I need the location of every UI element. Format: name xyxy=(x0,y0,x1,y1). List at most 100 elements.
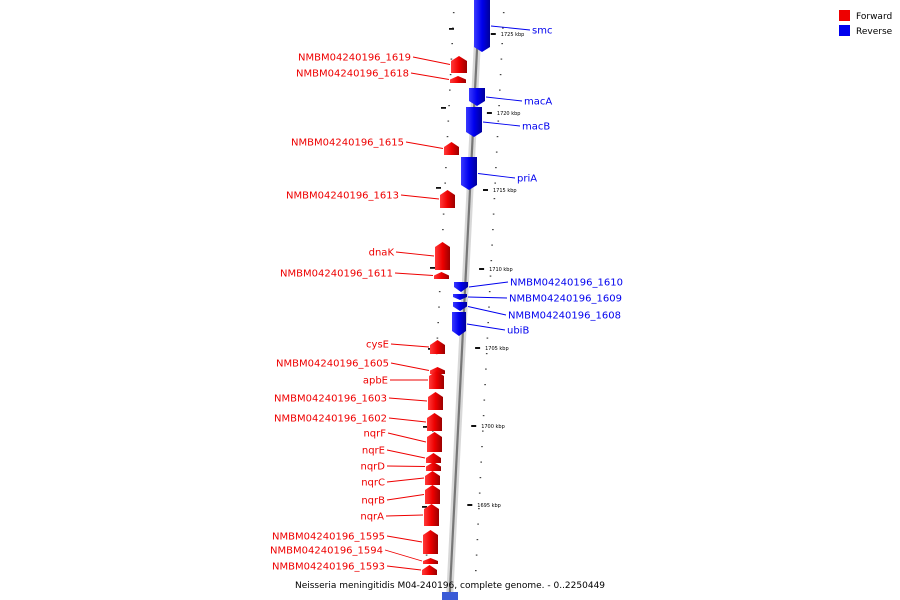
gene-nmbm04240196-1609-label[interactable]: NMBM04240196_1609 xyxy=(509,294,622,305)
gene-features xyxy=(422,0,490,575)
dot-right xyxy=(485,353,488,355)
gene-nmbm04240196-1595-feature[interactable] xyxy=(423,530,438,554)
gene-nmbm04240196-1608-connector xyxy=(467,306,507,316)
dot-left xyxy=(449,74,452,76)
gene-smc-label[interactable]: smc xyxy=(532,26,552,37)
gene-nqrf-connector xyxy=(387,432,427,443)
dot-left xyxy=(442,213,445,215)
gene-macb-feature[interactable] xyxy=(466,107,482,137)
dot-right xyxy=(479,477,482,479)
gene-cyse-connector xyxy=(390,343,430,348)
gene-nqre-feature[interactable] xyxy=(426,453,441,463)
dot-right xyxy=(484,384,486,386)
gene-nmbm04240196-1603-label[interactable]: NMBM04240196_1603 xyxy=(274,394,387,405)
gene-nqrd-label[interactable]: nqrD xyxy=(361,462,386,473)
dot-left xyxy=(448,105,450,107)
gene-cyse-label[interactable]: cysE xyxy=(366,340,389,351)
gene-nmbm04240196-1594-feature[interactable] xyxy=(423,558,438,564)
gene-nmbm04240196-1608-label[interactable]: NMBM04240196_1608 xyxy=(508,311,621,322)
gene-nqrf-label[interactable]: nqrF xyxy=(363,429,386,440)
gene-smc-feature[interactable] xyxy=(474,0,490,52)
legend-forward-label: Forward xyxy=(856,12,892,22)
gene-maca-feature[interactable] xyxy=(469,88,485,106)
gene-nmbm04240196-1613-feature[interactable] xyxy=(440,190,455,208)
gene-ubib-feature[interactable] xyxy=(452,312,466,336)
dot-right xyxy=(489,275,492,277)
gene-nmbm04240196-1610-label[interactable]: NMBM04240196_1610 xyxy=(510,278,623,289)
gene-nmbm04240196-1611-feature[interactable] xyxy=(434,272,449,279)
gene-nmbm04240196-1602-feature[interactable] xyxy=(427,413,442,431)
gene-nmbm04240196-1619-connector xyxy=(412,56,451,65)
dot-right xyxy=(494,182,496,184)
gene-nmbm04240196-1618-feature[interactable] xyxy=(450,76,466,83)
gene-nmbm04240196-1619-feature[interactable] xyxy=(451,56,467,73)
gene-nmbm04240196-1618-label[interactable]: NMBM04240196_1618 xyxy=(296,69,409,80)
gene-nmbm04240196-1593-label[interactable]: NMBM04240196_1593 xyxy=(272,562,385,573)
gene-nmbm04240196-1603-feature[interactable] xyxy=(428,392,443,410)
gene-nmbm04240196-1611-label[interactable]: NMBM04240196_1611 xyxy=(280,269,393,280)
minor-dash xyxy=(430,267,435,269)
dot-left xyxy=(452,12,455,14)
gene-nqra-label[interactable]: nqrA xyxy=(360,512,384,523)
gene-maca-connector xyxy=(485,96,523,102)
gene-cyse-feature[interactable] xyxy=(430,340,445,354)
legend-forward-swatch xyxy=(839,10,850,21)
gene-nmbm04240196-1615-label[interactable]: NMBM04240196_1615 xyxy=(291,138,404,149)
gene-nqra-feature[interactable] xyxy=(424,504,439,526)
scale-tick xyxy=(490,33,496,35)
dot-right xyxy=(502,12,505,14)
gene-dnak-feature[interactable] xyxy=(435,242,450,270)
dot-left xyxy=(450,58,453,60)
gene-nmbm04240196-1605-feature[interactable] xyxy=(430,367,445,374)
gene-macb-label[interactable]: macB xyxy=(522,122,550,133)
gene-nqrb-feature[interactable] xyxy=(425,485,440,504)
gene-apbe-label[interactable]: apbE xyxy=(363,376,388,387)
gene-nmbm04240196-1605-label[interactable]: NMBM04240196_1605 xyxy=(276,359,389,370)
gene-nmbm04240196-1609-feature[interactable] xyxy=(453,294,467,300)
dot-right xyxy=(483,399,486,401)
gene-nmbm04240196-1619-label[interactable]: NMBM04240196_1619 xyxy=(298,53,411,64)
scale-tick-label: 1710 kbp xyxy=(489,267,513,273)
dot-right xyxy=(485,368,487,370)
minor-dash xyxy=(441,107,446,109)
gene-nmbm04240196-1594-label[interactable]: NMBM04240196_1594 xyxy=(270,546,383,557)
gene-nmbm04240196-1613-label[interactable]: NMBM04240196_1613 xyxy=(286,191,399,202)
gene-nqrb-label[interactable]: nqrB xyxy=(361,496,385,507)
gene-nmbm04240196-1602-label[interactable]: NMBM04240196_1602 xyxy=(274,414,387,425)
gene-pria-feature[interactable] xyxy=(461,157,477,190)
dot-right xyxy=(501,43,503,45)
gene-nmbm04240196-1615-feature[interactable] xyxy=(444,142,459,155)
gene-pria-label[interactable]: priA xyxy=(517,174,537,185)
gene-nmbm04240196-1595-label[interactable]: NMBM04240196_1595 xyxy=(272,532,385,543)
dot-right xyxy=(475,570,477,572)
dot-right xyxy=(490,260,493,262)
dot-left xyxy=(449,89,451,91)
gene-nmbm04240196-1608-feature[interactable] xyxy=(453,302,467,311)
dot-left xyxy=(437,322,439,324)
dot-right xyxy=(492,213,495,215)
gene-ubib-connector xyxy=(466,323,506,331)
gene-dnak-label[interactable]: dnaK xyxy=(369,248,395,259)
gene-nmbm04240196-1610-feature[interactable] xyxy=(454,282,468,292)
minor-dash xyxy=(436,187,441,189)
dot-right xyxy=(478,508,480,510)
gene-nqrd-feature[interactable] xyxy=(426,462,441,471)
scale-tick xyxy=(467,504,473,506)
gene-nmbm04240196-1593-feature[interactable] xyxy=(422,565,437,575)
gene-ubib-label[interactable]: ubiB xyxy=(507,326,529,337)
gene-nqrc-label[interactable]: nqrC xyxy=(361,478,385,489)
scale-tick xyxy=(475,347,481,349)
gene-nqrc-feature[interactable] xyxy=(425,471,440,485)
gene-apbe-feature[interactable] xyxy=(429,371,444,389)
gene-pria-connector xyxy=(477,173,516,179)
scale-tick xyxy=(486,112,492,114)
dot-right xyxy=(496,136,499,138)
dot-right xyxy=(491,244,493,246)
gene-nqre-label[interactable]: nqrE xyxy=(362,446,385,457)
gene-nmbm04240196-1611-connector xyxy=(394,272,434,276)
dot-right xyxy=(488,291,491,293)
gene-nmbm04240196-1594-connector xyxy=(384,549,423,562)
gene-maca-label[interactable]: macA xyxy=(524,97,552,108)
gene-nqrf-feature[interactable] xyxy=(427,432,442,452)
dot-left xyxy=(444,182,446,184)
